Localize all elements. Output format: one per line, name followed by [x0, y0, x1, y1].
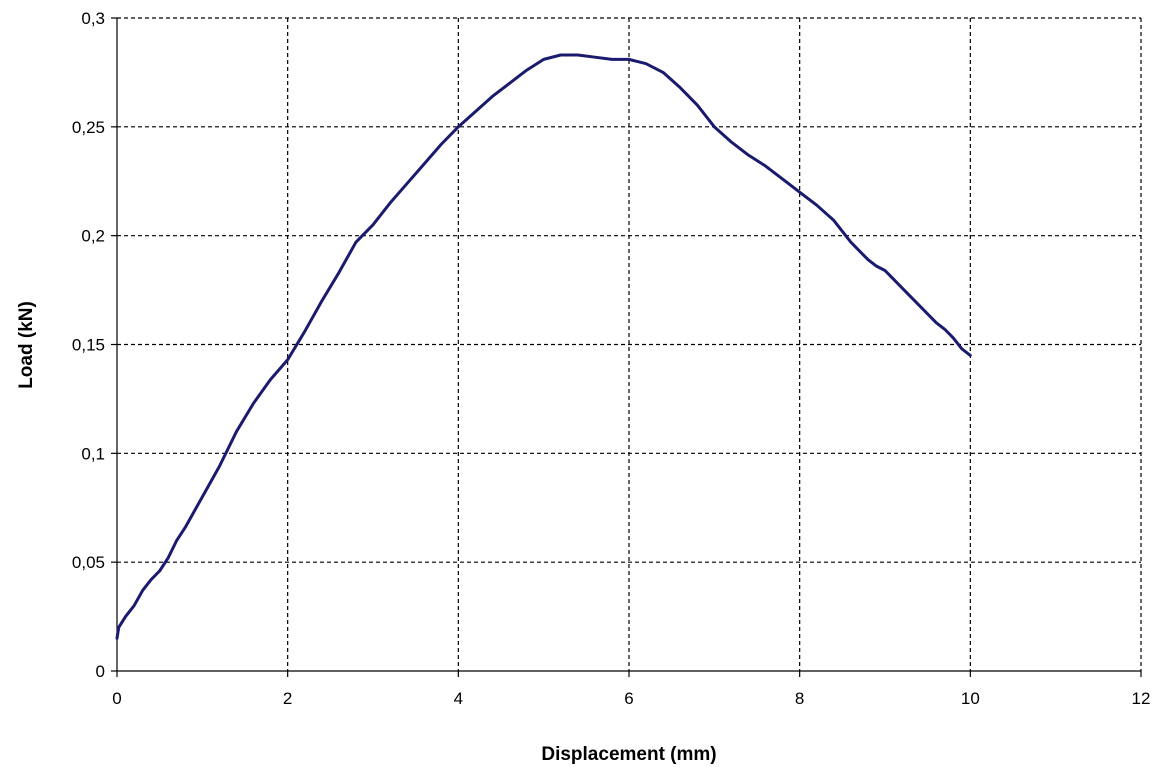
y-tick-label: 0,15 — [72, 336, 105, 355]
grid — [117, 17, 1142, 671]
y-tick-label: 0,2 — [81, 227, 105, 246]
x-axis-title: Displacement (mm) — [541, 744, 716, 765]
series — [115, 53, 972, 640]
y-tick-label: 0,25 — [72, 118, 105, 137]
x-tick-label: 12 — [1132, 689, 1151, 708]
y-tick-label: 0,3 — [81, 9, 105, 28]
y-tick-label: 0,1 — [81, 444, 105, 463]
tick-labels: 0 0,05 0,1 0,15 0,2 0,25 0,3 0 2 4 6 8 10 12 — [72, 9, 1151, 708]
x-tick-label: 2 — [283, 689, 292, 708]
y-tick-label: 0 — [96, 662, 105, 681]
y-axis-title: Load (kN) — [16, 301, 37, 389]
x-tick-label: 8 — [795, 689, 804, 708]
series-line-0 — [115, 53, 972, 640]
x-tick-label: 0 — [112, 689, 121, 708]
x-tick-label: 4 — [454, 689, 463, 708]
y-tick-label: 0,05 — [72, 553, 105, 572]
axes — [111, 17, 1142, 677]
x-tick-label: 6 — [624, 689, 633, 708]
x-tick-label: 10 — [961, 689, 980, 708]
